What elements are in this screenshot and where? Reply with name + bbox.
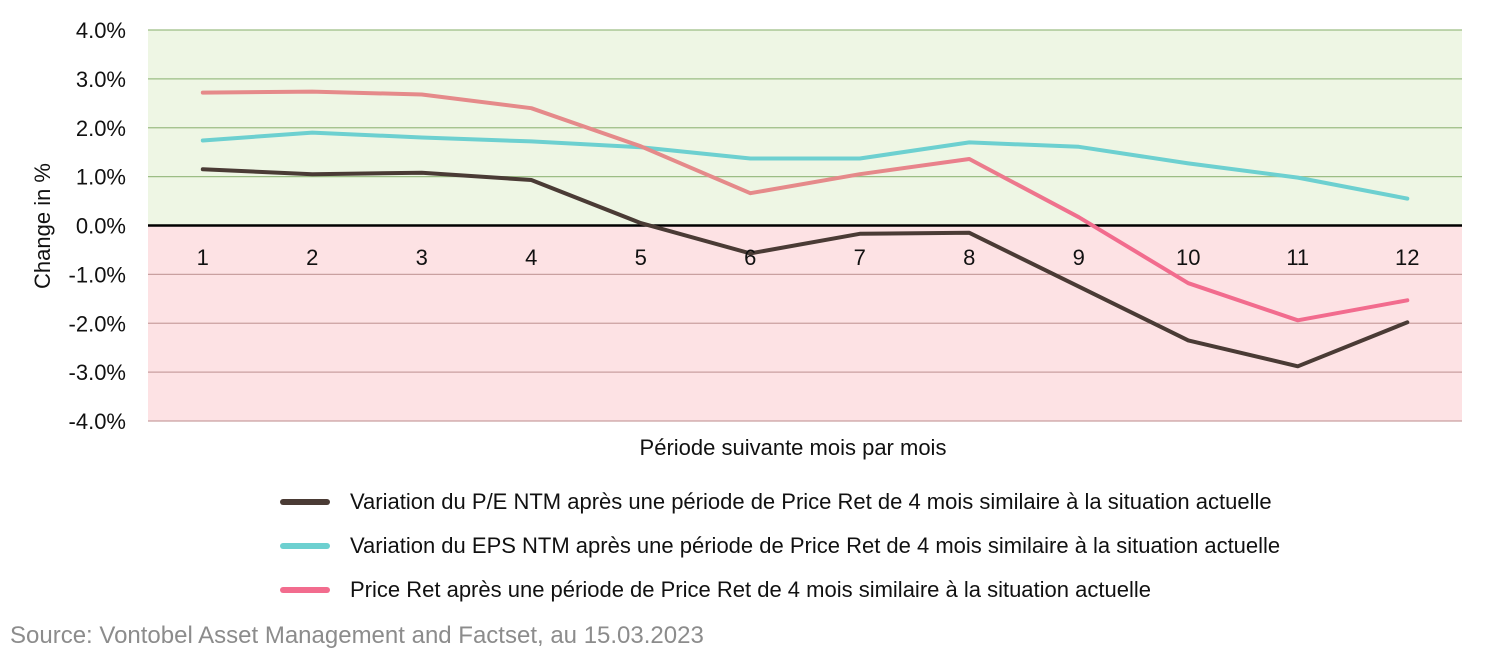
- x-axis-label: Période suivante mois par mois: [640, 435, 947, 460]
- y-axis-label: Change in %: [30, 163, 55, 289]
- legend-swatch-price-ret: [280, 587, 330, 593]
- y-tick-label: 4.0%: [76, 18, 126, 43]
- x-tick-label: 4: [525, 245, 537, 270]
- y-tick-label: -1.0%: [69, 262, 126, 287]
- line-chart: 4.0% 3.0% 2.0% 1.0% 0.0% -1.0% -2.0% -3.0% -4.0%…: [30, 18, 1462, 460]
- y-tick-label: 1.0%: [76, 165, 126, 190]
- source-note: Source: Vontobel Asset Management and Fa…: [10, 622, 704, 649]
- series-line-eps: [200, 130, 1410, 201]
- y-tick-label: 0.0%: [76, 214, 126, 239]
- legend-swatch-eps: [280, 543, 330, 549]
- series-line-pe: [200, 167, 1410, 369]
- x-tick-label: 8: [963, 245, 975, 270]
- x-tick-label: 1: [197, 245, 209, 270]
- legend-item-eps: Variation du EPS NTM après une période d…: [280, 524, 1280, 568]
- series-line-price-ret: [200, 89, 1410, 323]
- x-axis-ticks: 1 2 3 4 5 6 7 8 9 10 11 12: [197, 245, 1420, 270]
- y-axis-ticks: 4.0% 3.0% 2.0% 1.0% 0.0% -1.0% -2.0% -3.0% -4.0%: [69, 18, 126, 434]
- x-tick-label: 9: [1073, 245, 1085, 270]
- legend-label-eps: Variation du EPS NTM après une période d…: [350, 533, 1281, 558]
- gridlines: [148, 29, 1462, 422]
- x-tick-label: 2: [306, 245, 318, 270]
- y-tick-label: -2.0%: [69, 311, 126, 336]
- x-tick-label: 6: [744, 245, 756, 270]
- legend-label-pe: Variation du P/E NTM après une période d…: [350, 489, 1272, 514]
- legend-item-price-ret: Price Ret après une période de Price Ret…: [280, 568, 1280, 612]
- y-tick-label: 2.0%: [76, 116, 126, 141]
- legend-label-price-ret: Price Ret après une période de Price Ret…: [350, 577, 1151, 602]
- legend-swatch-pe: [280, 499, 330, 505]
- x-tick-label: 12: [1395, 245, 1419, 270]
- x-tick-label: 5: [635, 245, 647, 270]
- x-tick-label: 11: [1286, 245, 1309, 270]
- legend: Variation du P/E NTM après une période d…: [280, 480, 1280, 612]
- y-tick-label: -4.0%: [69, 409, 126, 434]
- series-lines: [200, 89, 1410, 369]
- x-tick-label: 3: [416, 245, 428, 270]
- y-tick-label: 3.0%: [76, 67, 126, 92]
- x-tick-label: 10: [1176, 245, 1200, 270]
- legend-item-pe: Variation du P/E NTM après une période d…: [280, 480, 1280, 524]
- y-tick-label: -3.0%: [69, 360, 126, 385]
- x-tick-label: 7: [854, 245, 866, 270]
